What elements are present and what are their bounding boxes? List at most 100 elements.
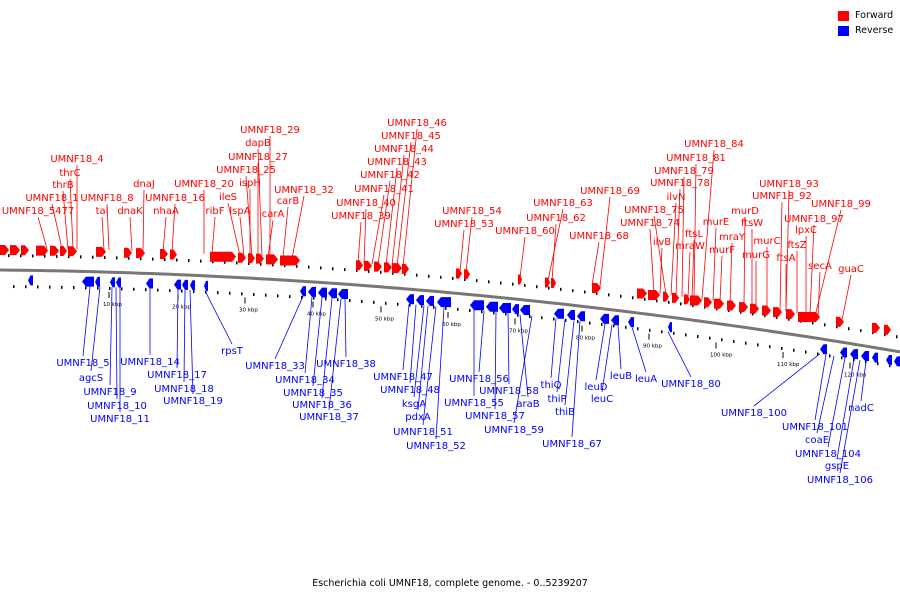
tick-mark — [644, 297, 646, 301]
tick-mark — [697, 335, 699, 339]
tick-mark — [337, 298, 339, 302]
gene-label: UMNF18_14 — [120, 357, 180, 368]
gene-label: ksgA — [402, 399, 426, 410]
gene-label: carA — [262, 209, 285, 220]
reverse-gene-arrow — [182, 279, 188, 290]
tick-mark — [8, 254, 10, 258]
scale-label: 20 kbp — [172, 304, 191, 310]
forward-gene-arrow — [727, 300, 736, 311]
reverse-gene-arrow — [886, 355, 892, 366]
tick-mark — [428, 274, 430, 278]
gene-label: coaE — [805, 435, 829, 446]
callout-line — [785, 189, 790, 312]
tick-mark — [385, 301, 387, 305]
tick-mark — [181, 289, 183, 293]
gene-label: UMNF18_36 — [292, 400, 352, 411]
tick-mark — [608, 293, 610, 297]
reverse-gene-arrow — [416, 295, 424, 306]
tick-mark — [217, 291, 219, 295]
callout-line — [115, 287, 118, 400]
gene-label: UMNF18_8 — [80, 193, 133, 204]
gene-label: UMNF18_29 — [240, 125, 300, 136]
gene-label: UMNF18_57 — [465, 411, 525, 422]
tick-mark — [85, 286, 87, 290]
gene-label: UMNF18_53 — [434, 219, 494, 230]
callout-line — [519, 314, 529, 398]
tick-mark — [709, 336, 711, 340]
callout-line — [649, 228, 655, 294]
tick-mark — [589, 321, 591, 325]
gene-label: UMNF18_41 — [354, 184, 414, 195]
tick-mark — [721, 338, 723, 342]
tick-mark — [133, 287, 135, 291]
tick-mark — [145, 288, 147, 292]
gene-label: UMNF18_37 — [299, 412, 359, 423]
callout-line — [257, 148, 263, 257]
tick-mark — [97, 286, 99, 290]
tick-mark — [224, 260, 226, 264]
gene-label: UMNF18_32 — [274, 185, 334, 196]
gene-label: leuB — [610, 371, 632, 382]
gene-label: UMNF18_40 — [336, 198, 396, 209]
reverse-gene-arrow — [668, 322, 672, 333]
callout-line — [62, 190, 69, 250]
reverse-gene-arrow — [861, 350, 869, 361]
tick-mark — [500, 281, 502, 285]
callout-line — [599, 196, 611, 287]
gene-label: UMNF18_79 — [654, 166, 714, 177]
gene-label: UMNF18_99 — [811, 199, 871, 210]
tick-mark — [824, 323, 826, 327]
gene-label: leuD — [585, 382, 608, 393]
tick-mark — [157, 288, 159, 292]
tick-mark — [289, 295, 291, 299]
gene-label: gspE — [825, 461, 849, 472]
scale-label: 40 kbp — [307, 312, 326, 318]
tick-mark — [320, 266, 322, 270]
forward-gene-arrow — [456, 268, 462, 279]
tick-mark — [368, 269, 370, 273]
tick-mark — [301, 295, 303, 299]
callout-line — [860, 361, 867, 402]
callout-line — [601, 324, 613, 393]
map-caption: Escherichia coli UMNF18, complete genome… — [312, 578, 588, 589]
tick-mark — [601, 322, 603, 326]
gene-label: tal — [96, 206, 109, 217]
callout-line — [37, 216, 48, 249]
gene-label: UMNF18_60 — [495, 226, 555, 237]
gene-label: araB — [516, 399, 539, 410]
forward-gene-arrow — [60, 245, 67, 256]
tick-mark — [200, 259, 202, 263]
callout-line — [109, 287, 113, 386]
tick-mark — [728, 308, 730, 312]
tick-mark — [128, 256, 130, 260]
callout-line — [814, 209, 842, 317]
legend-forward: Forward — [838, 8, 893, 23]
reverse-gene-arrow — [577, 311, 585, 322]
callout-line — [571, 321, 581, 438]
reverse-gene-arrow — [611, 315, 619, 326]
gene-label: UMNF18_100 — [721, 408, 787, 419]
tick-mark — [164, 258, 166, 262]
forward-gene-arrow — [672, 292, 679, 303]
reverse-gene-arrow — [110, 277, 115, 288]
gene-label: UMNF18_46 — [387, 118, 447, 129]
gene-label: murC — [753, 236, 780, 247]
gene-label: UMNF18_25 — [216, 165, 276, 176]
callout-line — [753, 353, 821, 407]
gene-label: ispH — [239, 178, 261, 189]
gene-label: lpxC — [795, 225, 817, 236]
forward-gene-arrow — [356, 260, 363, 271]
tick-mark — [104, 256, 106, 260]
reverse-gene-arrow — [406, 294, 414, 305]
gene-label: nadC — [848, 403, 874, 414]
callout-line — [691, 239, 695, 299]
legend-reverse-label: Reverse — [855, 25, 894, 36]
tick-mark — [457, 307, 459, 311]
forward-gene-arrow — [280, 255, 300, 266]
gene-label: thrC — [59, 168, 80, 179]
callout-line — [701, 149, 715, 300]
gene-label: murG — [742, 250, 770, 261]
tick-mark — [848, 327, 850, 331]
gene-label: UMNF18_51 — [393, 427, 453, 438]
scale-label: 70 kbp — [509, 328, 528, 334]
